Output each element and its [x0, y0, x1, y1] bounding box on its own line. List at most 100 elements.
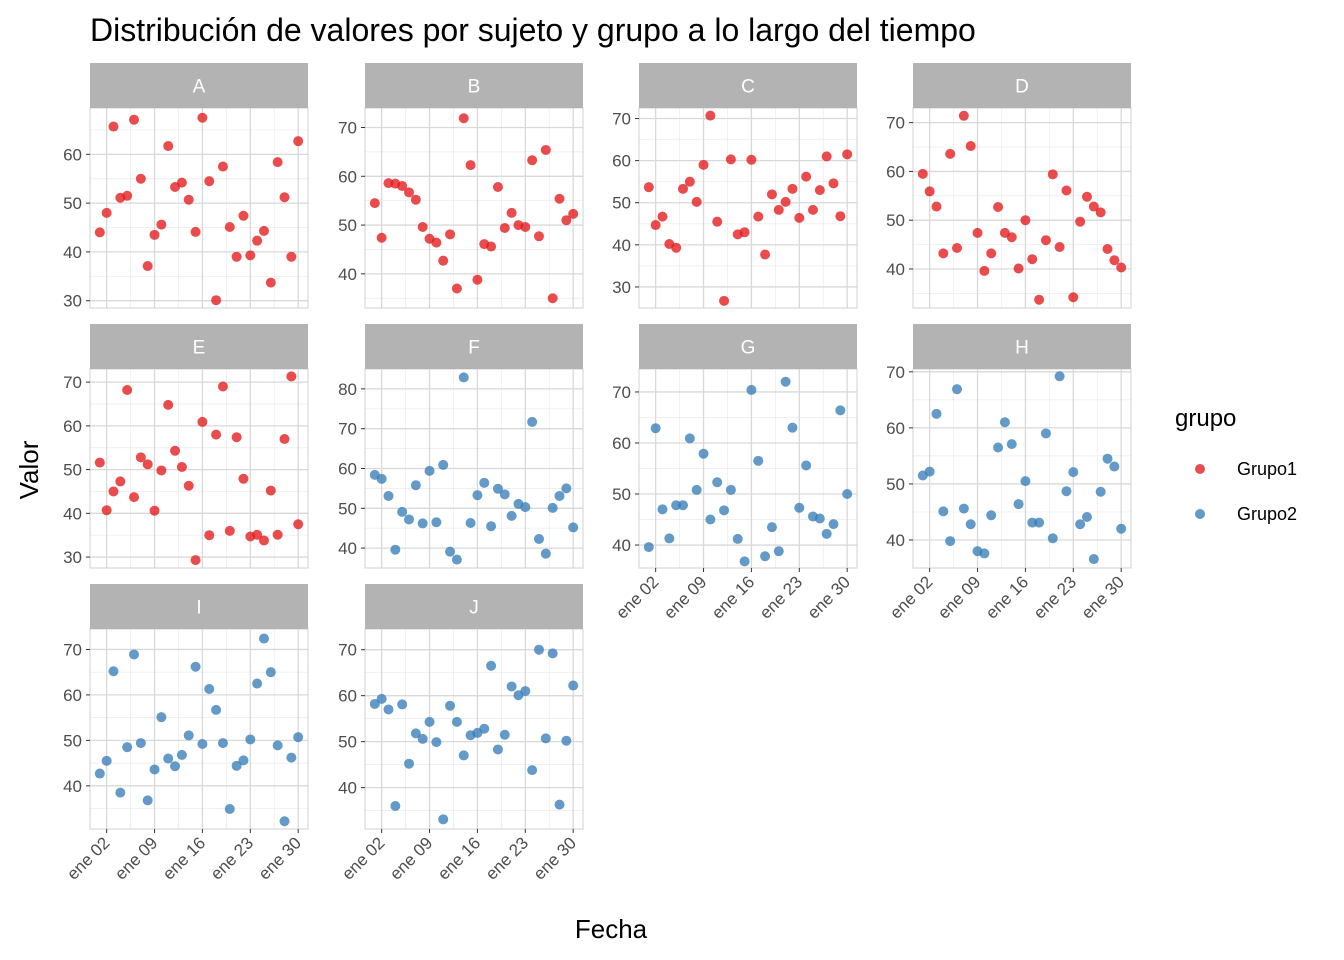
data-point: [547, 502, 558, 513]
data-point: [142, 261, 153, 272]
data-point: [458, 372, 469, 383]
data-point: [739, 227, 750, 238]
data-point: [458, 113, 469, 124]
y-tick-label: 60: [338, 460, 357, 479]
data-point: [451, 554, 462, 565]
legend-entry-grupo1: Grupo1: [1195, 459, 1297, 479]
x-tick-label: ene 16: [159, 833, 209, 883]
data-point: [725, 484, 736, 495]
data-point: [252, 529, 263, 540]
data-point: [931, 201, 942, 212]
data-point: [671, 500, 682, 511]
data-point: [129, 492, 140, 503]
data-point: [431, 517, 442, 528]
data-point: [499, 729, 510, 740]
data-point: [252, 235, 263, 246]
data-point: [265, 667, 276, 678]
data-point: [417, 222, 428, 233]
data-point: [252, 678, 263, 689]
data-point: [293, 519, 304, 530]
x-tick-label: ene 02: [338, 833, 388, 883]
facet-strip: [913, 324, 1131, 369]
y-tick-label: 60: [886, 162, 905, 181]
facet-strip: [913, 63, 1131, 108]
y-tick-label: 50: [612, 485, 631, 504]
data-point: [1027, 254, 1038, 265]
data-point: [101, 755, 112, 766]
data-point: [746, 154, 757, 165]
data-point: [101, 207, 112, 218]
data-point: [533, 644, 544, 655]
data-point: [540, 144, 551, 155]
x-tick-label: ene 23: [1030, 572, 1080, 622]
data-point: [1034, 517, 1045, 528]
data-point: [272, 529, 283, 540]
data-point: [238, 210, 249, 221]
data-point: [149, 764, 160, 775]
data-point: [1047, 169, 1058, 180]
data-point: [170, 761, 181, 772]
data-point: [712, 216, 723, 227]
legend-entry-grupo2: Grupo2: [1195, 504, 1297, 524]
facet-panel-c: C 30 40 50 60 70: [612, 63, 858, 309]
data-point: [1040, 428, 1051, 439]
data-point: [445, 546, 456, 557]
y-tick-label: 60: [338, 687, 357, 706]
data-point: [231, 432, 242, 443]
x-tick-label: ene 02: [612, 572, 662, 622]
y-tick-label: 70: [612, 383, 631, 402]
facet-strip-label: I: [196, 598, 201, 619]
data-point: [766, 522, 777, 533]
data-point: [217, 738, 228, 749]
data-point: [547, 648, 558, 659]
data-point: [1095, 207, 1106, 218]
data-point: [924, 466, 935, 477]
data-point: [197, 739, 208, 749]
data-point: [773, 546, 784, 557]
data-point: [231, 251, 242, 262]
data-point: [1068, 467, 1079, 478]
data-point: [397, 181, 408, 192]
x-tick-label: ene 23: [482, 833, 532, 883]
data-point: [122, 190, 133, 201]
data-point: [163, 753, 174, 764]
data-point: [1102, 243, 1113, 254]
data-point: [698, 448, 709, 459]
data-point: [678, 500, 689, 511]
x-tick-label: ene 30: [255, 833, 305, 883]
y-tick-label: 50: [338, 733, 357, 752]
data-point: [458, 750, 469, 761]
facet-panel-e: E 30 40 50 60 70: [63, 324, 309, 569]
data-point: [176, 749, 187, 760]
data-point: [286, 371, 297, 382]
data-point: [424, 465, 435, 476]
data-point: [814, 185, 825, 196]
y-tick-label: 60: [886, 419, 905, 438]
data-point: [156, 465, 167, 476]
data-point: [115, 787, 126, 798]
data-point: [293, 136, 304, 147]
data-point: [746, 384, 757, 395]
y-tick-label: 50: [612, 194, 631, 213]
data-point: [163, 141, 174, 152]
y-tick-label: 60: [612, 434, 631, 453]
data-point: [684, 176, 695, 187]
data-point: [1013, 263, 1024, 274]
data-point: [520, 502, 531, 513]
data-point: [286, 752, 297, 763]
data-point: [479, 723, 490, 734]
data-point: [972, 227, 983, 238]
data-point: [376, 232, 387, 243]
y-tick-label: 40: [612, 536, 631, 555]
data-point: [149, 505, 160, 516]
data-point: [931, 408, 942, 419]
facet-strip-label: J: [469, 598, 479, 619]
x-tick-label: ene 30: [1078, 572, 1128, 622]
facet-panel-a: A 30 40 50 60: [63, 63, 309, 311]
data-point: [376, 473, 387, 484]
y-tick-label: 60: [63, 417, 82, 436]
data-point: [568, 680, 579, 691]
data-point: [492, 744, 503, 755]
